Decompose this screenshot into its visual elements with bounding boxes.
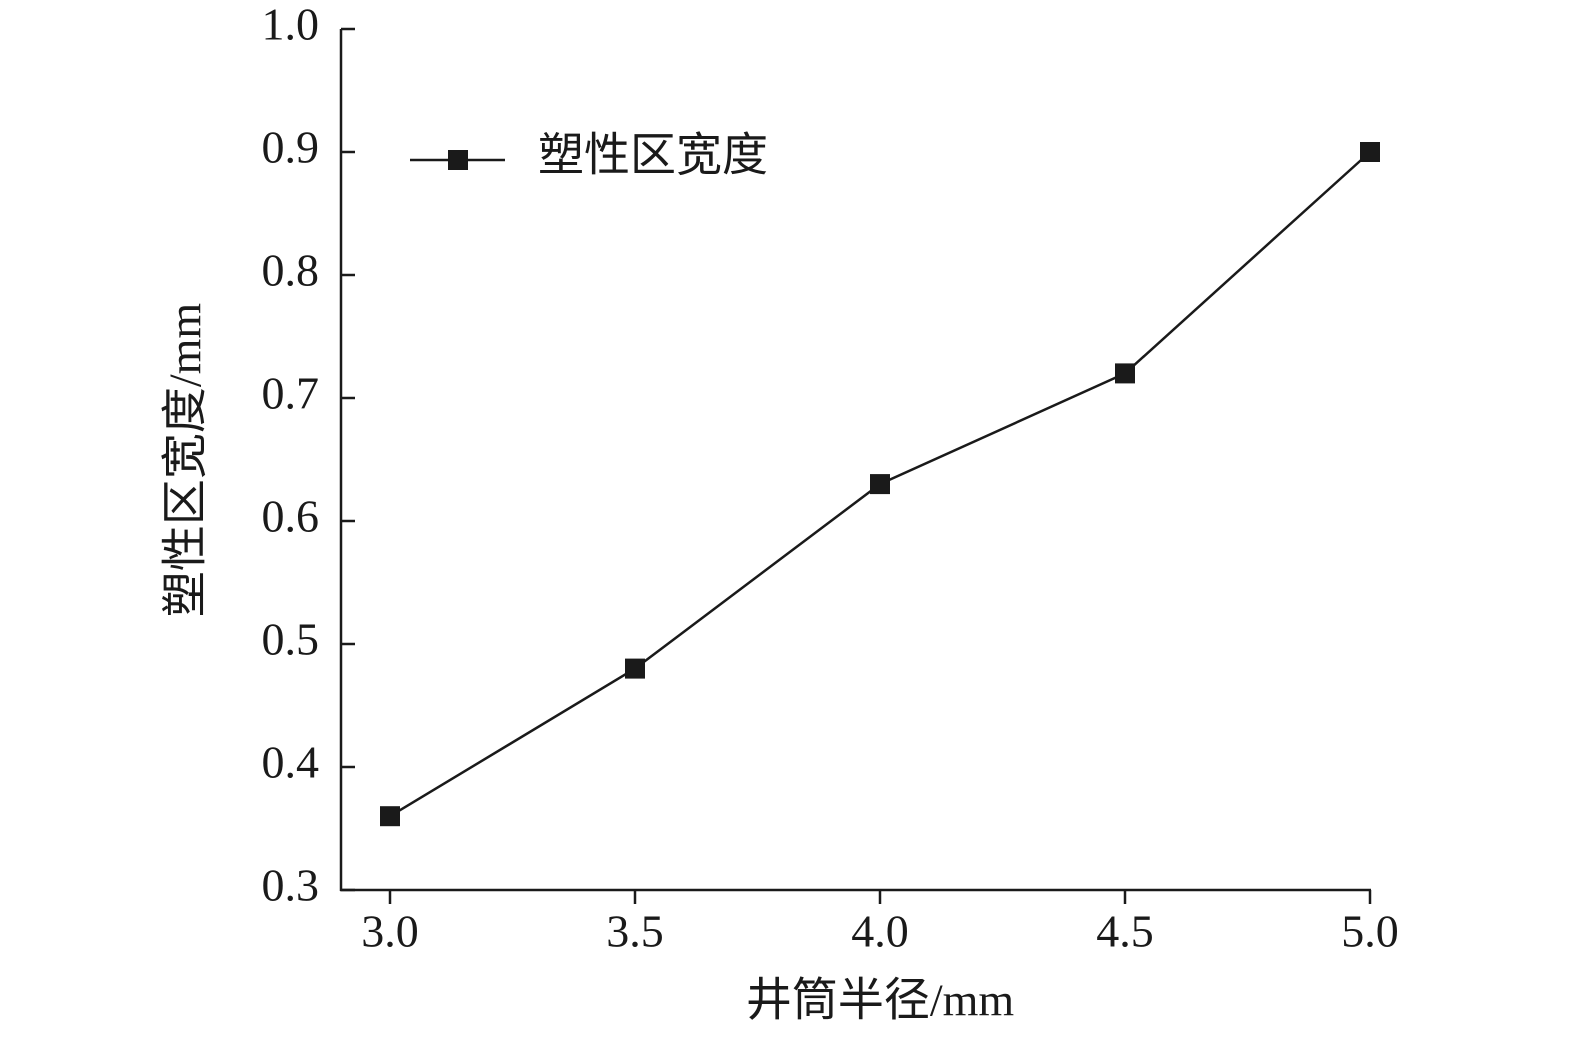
y-axis-label: 塑性区宽度/mm [160,303,211,618]
data-point [380,806,400,827]
data-point [1115,363,1135,384]
x-axis-label: 井筒半径/mm [746,975,1015,1026]
x-tick-label: 5.0 [1341,906,1399,957]
data-point [870,474,890,495]
data-point [625,658,645,679]
x-tick-label: 4.5 [1096,906,1154,957]
y-tick-label: 0.4 [262,737,320,788]
y-tick-label: 0.9 [262,122,320,173]
y-tick-label: 0.3 [262,860,320,911]
legend-marker [448,150,468,170]
y-tick-label: 0.8 [262,245,320,296]
legend-label: 塑性区宽度 [538,130,768,181]
x-tick-label: 3.5 [606,906,664,957]
data-point [1360,142,1380,162]
x-tick-label: 3.0 [361,906,419,957]
y-tick-label: 1.0 [262,0,320,50]
y-tick-label: 0.6 [262,491,320,542]
x-tick-label: 4.0 [851,906,909,957]
y-tick-label: 0.7 [262,368,320,419]
y-tick-label: 0.5 [262,614,320,665]
